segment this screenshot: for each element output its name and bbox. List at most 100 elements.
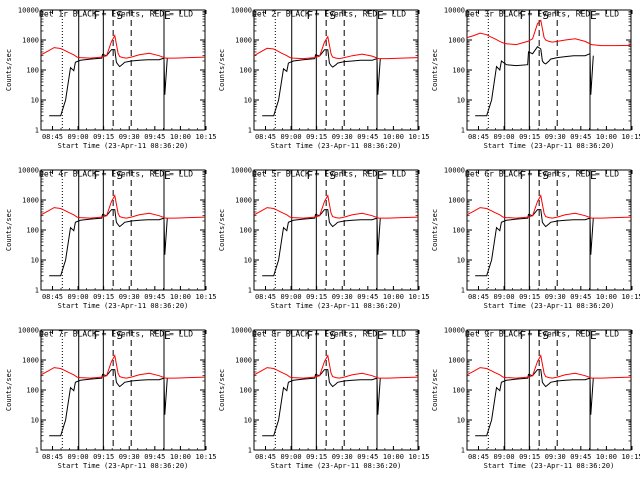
phase-marker-f: F bbox=[519, 9, 526, 22]
panel-title: Det 6r BLACK = Events, RED = LLD bbox=[465, 170, 619, 179]
panel-det-3: Det 3r BLACK = Events, RED = LLD 1 10 100 10… bbox=[431, 7, 640, 151]
y-tick-label: 1000 bbox=[22, 37, 39, 45]
x-tick-label: 09:00 bbox=[281, 293, 302, 301]
x-tick-label: 10:00 bbox=[170, 293, 191, 301]
x-tick-label: 10:00 bbox=[170, 453, 191, 461]
y-tick-label: 1000 bbox=[448, 357, 465, 365]
y-tick-label: 10000 bbox=[231, 7, 252, 15]
panel-title: Det 7r BLACK = Events, RED = LLD bbox=[39, 330, 193, 339]
y-tick-label: 1 bbox=[248, 127, 252, 135]
x-tick-label: 09:30 bbox=[332, 133, 353, 141]
phase-marker-s: S bbox=[542, 169, 549, 182]
x-tick-label: 08:45 bbox=[255, 293, 276, 301]
x-tick-label: 09:45 bbox=[357, 293, 378, 301]
series-lld-line bbox=[466, 194, 632, 219]
y-tick-label: 10 bbox=[457, 257, 465, 265]
y-tick-label: 1 bbox=[35, 447, 39, 455]
panel-det-1: Det 1r BLACK = Events, RED = LLD 1 10 100 10… bbox=[5, 7, 217, 151]
x-tick-label: 08:45 bbox=[255, 453, 276, 461]
y-axis-label: Counts/sec bbox=[431, 49, 439, 91]
y-tick-label: 10 bbox=[31, 417, 39, 425]
x-tick-label: 09:15 bbox=[93, 453, 114, 461]
y-tick-label: 100 bbox=[452, 67, 465, 75]
x-tick-label: 09:15 bbox=[519, 453, 540, 461]
x-axis-label: Start Time (23-Apr-11 08:36:20) bbox=[484, 142, 615, 150]
x-tick-label: 09:30 bbox=[119, 453, 140, 461]
x-tick-label: 09:00 bbox=[281, 133, 302, 141]
x-tick-label: 09:00 bbox=[494, 133, 515, 141]
phase-marker-f: F bbox=[306, 329, 313, 342]
y-tick-label: 10000 bbox=[231, 327, 252, 335]
series-lld-line bbox=[466, 19, 632, 47]
y-tick-label: 100 bbox=[452, 227, 465, 235]
series-events-line bbox=[262, 209, 381, 277]
x-tick-label: 10:15 bbox=[621, 133, 640, 141]
y-tick-label: 1 bbox=[35, 127, 39, 135]
series-events-line bbox=[262, 49, 381, 117]
x-tick-label: 09:00 bbox=[68, 293, 89, 301]
x-tick-label: 10:15 bbox=[408, 133, 429, 141]
y-tick-label: 10 bbox=[244, 417, 252, 425]
y-tick-label: 10 bbox=[457, 417, 465, 425]
x-tick-label: 10:15 bbox=[195, 293, 216, 301]
y-tick-label: 1000 bbox=[235, 357, 252, 365]
series-lld-line bbox=[253, 194, 419, 219]
x-tick-label: 08:45 bbox=[42, 453, 63, 461]
series-lld-line bbox=[40, 354, 206, 379]
x-tick-label: 09:45 bbox=[570, 133, 591, 141]
x-axis-label: Start Time (23-Apr-11 08:36:20) bbox=[271, 302, 402, 310]
panel-det-6: Det 6r BLACK = Events, RED = LLD 1 10 100 10… bbox=[431, 167, 640, 311]
phase-marker-f: F bbox=[93, 329, 100, 342]
y-tick-label: 1000 bbox=[448, 197, 465, 205]
series-events-line bbox=[262, 369, 381, 437]
series-lld-line bbox=[40, 194, 206, 219]
x-axis-label: Start Time (23-Apr-11 08:36:20) bbox=[484, 462, 615, 470]
series-events-line bbox=[475, 369, 594, 437]
phase-marker-s: S bbox=[542, 329, 549, 342]
y-tick-label: 10000 bbox=[18, 7, 39, 15]
x-tick-label: 09:30 bbox=[545, 453, 566, 461]
phase-marker-e: E bbox=[164, 329, 171, 342]
phase-marker-s: S bbox=[329, 329, 336, 342]
x-tick-label: 09:30 bbox=[119, 293, 140, 301]
series-events-line bbox=[49, 49, 168, 117]
x-axis-label: Start Time (23-Apr-11 08:36:20) bbox=[58, 142, 189, 150]
series-events-line bbox=[475, 46, 594, 117]
x-tick-label: 10:00 bbox=[383, 453, 404, 461]
panel-det-2: Det 2r BLACK = Events, RED = LLD 1 10 100 10… bbox=[218, 7, 430, 151]
x-tick-label: 08:45 bbox=[468, 453, 489, 461]
x-tick-label: 09:15 bbox=[93, 293, 114, 301]
x-tick-label: 10:15 bbox=[621, 293, 640, 301]
x-axis-label: Start Time (23-Apr-11 08:36:20) bbox=[271, 142, 402, 150]
phase-marker-e: E bbox=[377, 169, 384, 182]
y-axis-label: Counts/sec bbox=[431, 209, 439, 251]
y-tick-label: 10 bbox=[457, 97, 465, 105]
x-tick-label: 09:00 bbox=[494, 453, 515, 461]
x-tick-label: 08:45 bbox=[42, 133, 63, 141]
phase-marker-e: E bbox=[377, 9, 384, 22]
phase-marker-e: E bbox=[377, 329, 384, 342]
x-tick-label: 09:00 bbox=[281, 453, 302, 461]
y-tick-label: 1 bbox=[461, 447, 465, 455]
y-tick-label: 10000 bbox=[231, 167, 252, 175]
phase-marker-s: S bbox=[116, 329, 123, 342]
x-tick-label: 10:00 bbox=[383, 293, 404, 301]
x-tick-label: 09:15 bbox=[306, 453, 327, 461]
phase-marker-e: E bbox=[164, 169, 171, 182]
y-tick-label: 1 bbox=[461, 287, 465, 295]
y-axis-label: Counts/sec bbox=[5, 209, 13, 251]
panel-title: Det 5r BLACK = Events, RED = LLD bbox=[252, 170, 406, 179]
series-events-line bbox=[49, 209, 168, 277]
y-tick-label: 100 bbox=[26, 67, 39, 75]
y-tick-label: 10000 bbox=[18, 327, 39, 335]
y-tick-label: 10 bbox=[31, 257, 39, 265]
x-axis-label: Start Time (23-Apr-11 08:36:20) bbox=[484, 302, 615, 310]
x-tick-label: 09:00 bbox=[494, 293, 515, 301]
panel-det-8: Det 8r BLACK = Events, RED = LLD 1 10 100 10… bbox=[218, 327, 430, 471]
x-tick-label: 08:45 bbox=[255, 133, 276, 141]
x-tick-label: 10:15 bbox=[408, 293, 429, 301]
x-tick-label: 10:00 bbox=[383, 133, 404, 141]
y-tick-label: 10000 bbox=[18, 167, 39, 175]
